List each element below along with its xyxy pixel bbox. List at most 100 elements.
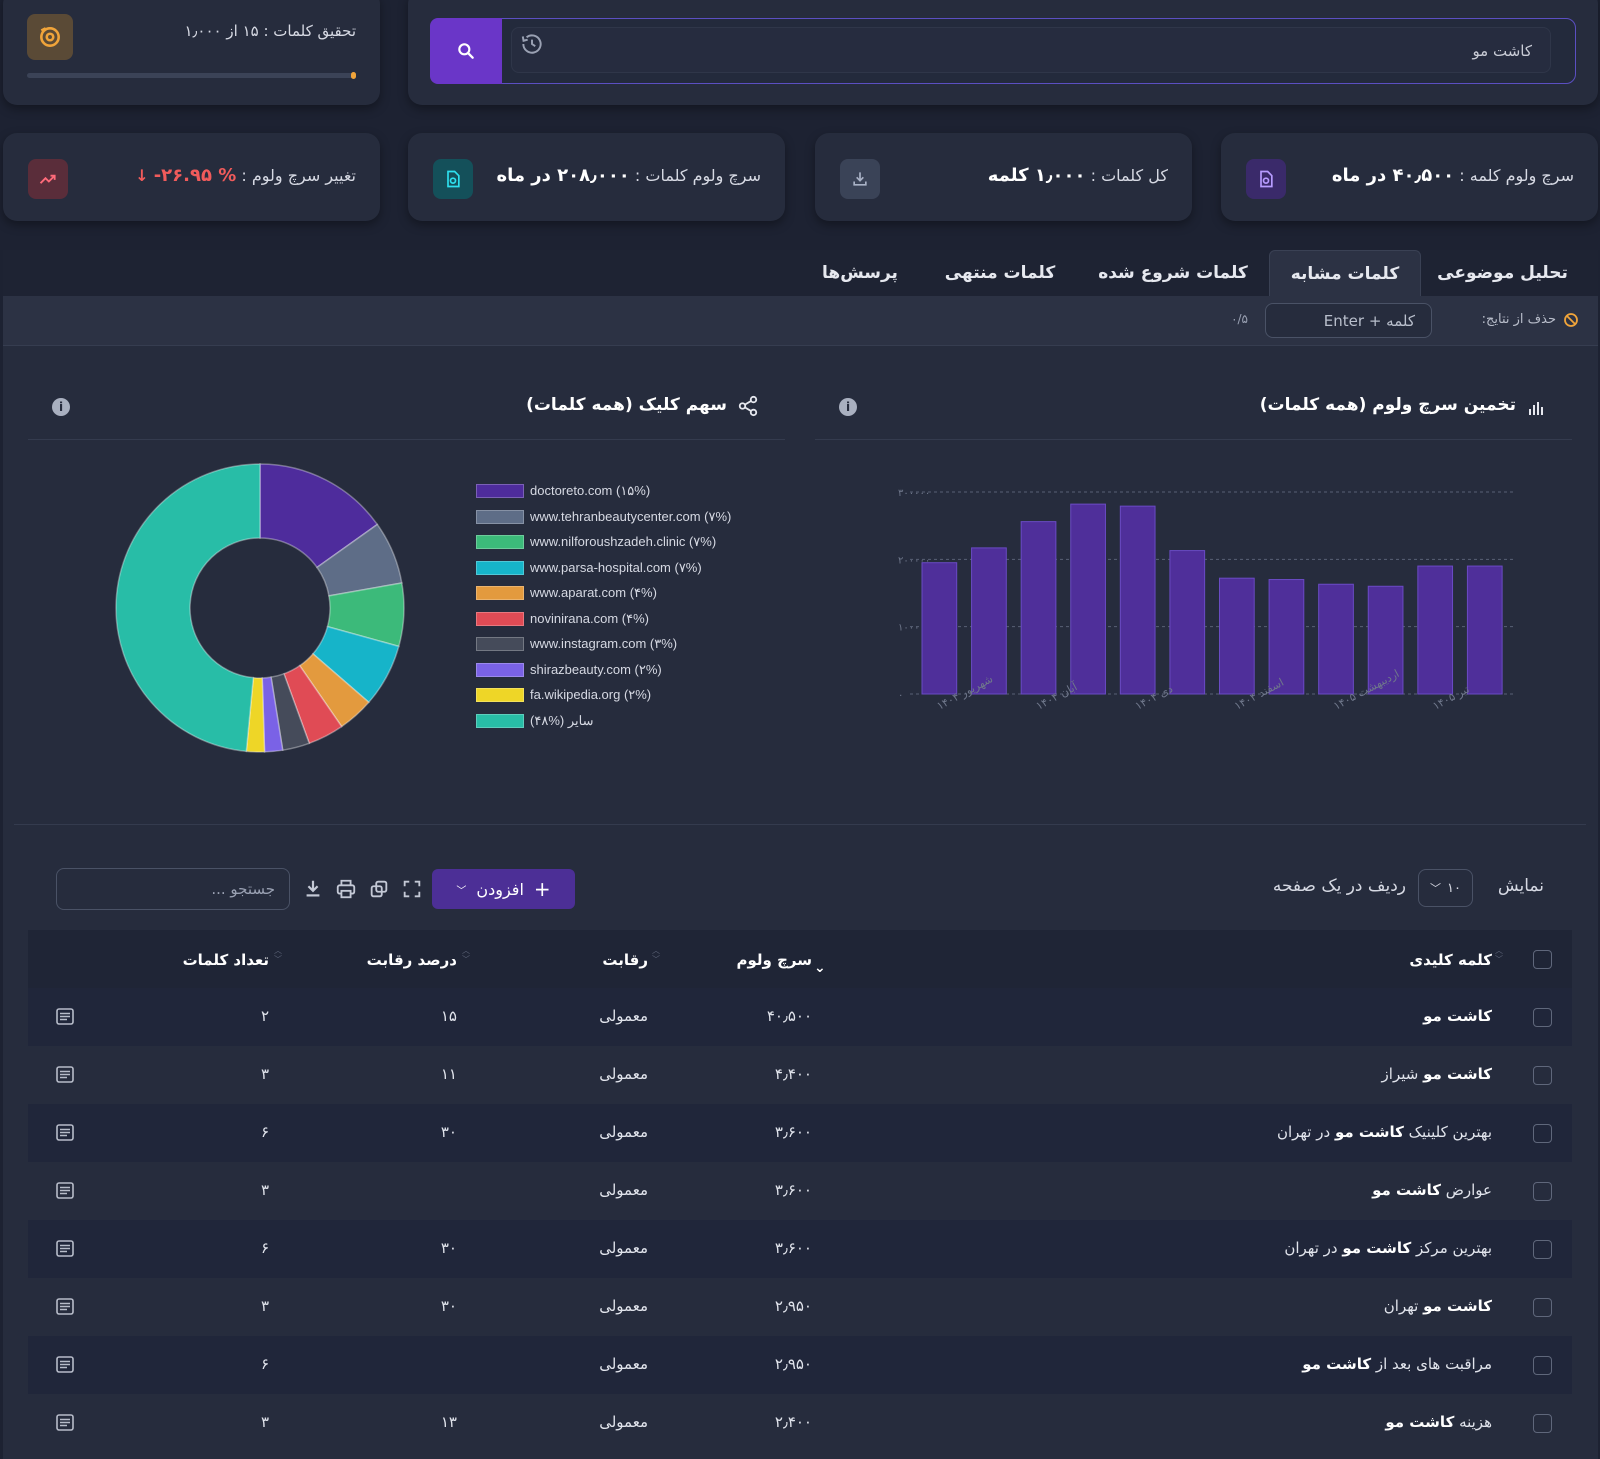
tab-topic-analysis[interactable]: تحلیل موضوعی xyxy=(1437,263,1568,283)
export-download-icon[interactable] xyxy=(302,878,324,900)
row-checkbox[interactable] xyxy=(1533,1240,1552,1259)
pie-slice xyxy=(261,676,284,753)
bar-mark xyxy=(1070,503,1106,695)
details-icon[interactable] xyxy=(56,1356,74,1373)
table-row[interactable]: مراقبت های بعد از کاشت مو ۲٫۹۵۰ معمولی ۶ xyxy=(28,1336,1572,1394)
bar-y-tick-label: ۱۰۰۰۰۰ xyxy=(898,623,930,634)
legend-item[interactable]: www.parsa-hospital.com (۷%) xyxy=(476,558,702,578)
sort-word-count-icon[interactable]: ︿ ﹀ xyxy=(274,946,282,964)
details-icon[interactable] xyxy=(56,1066,74,1083)
filter-input[interactable]: کلمه + Enter xyxy=(1265,303,1432,338)
volume-cell: ۴٫۴۰۰ xyxy=(774,1065,812,1083)
competition-percent-cell: ۳۰ xyxy=(440,1297,457,1315)
tab-starting-words[interactable]: کلمات شروع شده xyxy=(1098,263,1248,283)
details-icon[interactable] xyxy=(56,1414,74,1431)
sort-volume-active-icon[interactable]: ⌄ xyxy=(814,960,826,976)
table-row[interactable]: کاشت مو ۴۰٫۵۰۰ معمولی ۱۵ ۲ xyxy=(28,988,1572,1046)
legend-label: www.tehranbeautycenter.com (۷%) xyxy=(530,508,732,524)
legend-item[interactable]: shirazbeauty.com (۲%) xyxy=(476,660,662,680)
fullscreen-icon[interactable] xyxy=(401,878,423,900)
copy-icon[interactable] xyxy=(368,878,390,900)
bar-chart-header: تخمین سرچ ولوم (همه کلمات) i xyxy=(815,390,1572,440)
bar-mark xyxy=(1169,550,1206,695)
search-button[interactable] xyxy=(430,18,502,84)
legend-item[interactable]: doctoreto.com (۱۵%) xyxy=(476,481,650,501)
stat-card-total-words: کل کلمات : ۱٫۰۰۰ کلمه xyxy=(815,133,1192,221)
filter-count: ۰/۵ xyxy=(1231,312,1248,326)
legend-label: www.parsa-hospital.com (۷%) xyxy=(530,559,702,575)
select-all-checkbox[interactable] xyxy=(1533,950,1552,969)
filter-label: حذف از نتایج: xyxy=(1481,312,1556,327)
row-checkbox[interactable] xyxy=(1533,1066,1552,1085)
word-count-cell: ۳ xyxy=(260,1297,269,1315)
sort-keyword-icon[interactable]: ︿ ﹀ xyxy=(1495,946,1503,964)
word-count-cell: ۶ xyxy=(260,1239,269,1257)
table-row[interactable]: هزینه کاشت مو ۲٫۴۰۰ معمولی ۱۳ ۳ xyxy=(28,1394,1572,1452)
legend-item[interactable]: www.aparat.com (۴%) xyxy=(476,583,657,603)
row-checkbox[interactable] xyxy=(1533,1298,1552,1317)
legend-label: سایر (%۴۸) xyxy=(530,712,594,728)
words-volume-label: سرچ ولوم کلمات : xyxy=(634,166,761,185)
sort-competition-percent-icon[interactable]: ︿ ﹀ xyxy=(462,946,470,964)
legend-item[interactable]: novinirana.com (۴%) xyxy=(476,609,649,629)
rows-per-page-label: ردیف در یک صفحه xyxy=(1272,876,1406,896)
legend-item[interactable]: www.instagram.com (۳%) xyxy=(476,634,677,654)
pie-slice xyxy=(282,664,343,745)
legend-item[interactable]: سایر (%۴۸) xyxy=(476,711,593,731)
row-checkbox[interactable] xyxy=(1533,1414,1552,1433)
details-icon[interactable] xyxy=(56,1240,74,1257)
details-icon[interactable] xyxy=(56,1182,74,1199)
filter-bar: حذف از نتایج: کلمه + Enter ۰/۵ xyxy=(3,296,1598,346)
search-history-icon[interactable] xyxy=(519,31,545,57)
legend-item[interactable]: fa.wikipedia.org (۲%) xyxy=(476,685,651,705)
bar-mark xyxy=(1020,521,1057,695)
table-row[interactable]: عوارض کاشت مو ۳٫۶۰۰ معمولی ۳ xyxy=(28,1162,1572,1220)
search-input[interactable]: کاشت مو xyxy=(511,27,1551,73)
header-competition[interactable]: رقابت xyxy=(602,951,648,969)
header-keyword[interactable]: کلمه کلیدی xyxy=(1409,951,1492,969)
research-icon xyxy=(27,14,73,60)
sort-competition-icon[interactable]: ︿ ﹀ xyxy=(652,946,660,964)
research-progress-fill xyxy=(351,72,356,79)
print-icon[interactable] xyxy=(335,878,357,900)
bar-y-tick-label: ۳۰۰۰۰۰ xyxy=(898,488,930,499)
header-volume[interactable]: سرچ ولوم xyxy=(736,951,812,969)
tab-ending-words[interactable]: کلمات منتهی xyxy=(944,263,1056,283)
row-checkbox[interactable] xyxy=(1533,1008,1552,1027)
table-search-input[interactable]: جستجو ... xyxy=(56,868,290,910)
bar-mark xyxy=(1268,579,1305,695)
table-row[interactable]: کاشت مو شیراز ۴٫۴۰۰ معمولی ۱۱ ۳ xyxy=(28,1046,1572,1104)
bar-chart-info-icon[interactable]: i xyxy=(839,398,857,416)
download-icon xyxy=(840,159,880,199)
pie-chart-info-icon[interactable]: i xyxy=(52,398,70,416)
row-checkbox[interactable] xyxy=(1533,1124,1552,1143)
page-size-select[interactable]: ۱۰ ﹀ xyxy=(1418,869,1473,907)
tab-similar-words[interactable]: کلمات مشابه xyxy=(1269,250,1421,296)
tab-questions[interactable]: پرسش‌ها xyxy=(822,263,898,283)
keyword-highlight: کاشت مو xyxy=(1342,1239,1412,1257)
legend-item[interactable]: www.nilforoushzadeh.clinic (۷%) xyxy=(476,532,716,552)
header-competition-percent[interactable]: درصد رقابت xyxy=(366,951,457,969)
keyword-prefix: هزینه xyxy=(1454,1413,1492,1431)
legend-label: doctoreto.com (۱۵%) xyxy=(530,483,651,498)
legend-item[interactable]: www.tehranbeautycenter.com (۷%) xyxy=(476,507,731,527)
table-row[interactable]: کاشت مو تهران ۲٫۹۵۰ معمولی ۳۰ ۳ xyxy=(28,1278,1572,1336)
share-icon xyxy=(737,395,759,421)
add-button[interactable]: + افزودن ﹀ xyxy=(432,869,575,909)
word-count-cell: ۶ xyxy=(260,1123,269,1141)
details-icon[interactable] xyxy=(56,1008,74,1025)
table-row[interactable]: بهترین مرکز کاشت مو در تهران ۳٫۶۰۰ معمولی ۳… xyxy=(28,1220,1572,1278)
table-header xyxy=(28,930,1572,988)
row-checkbox[interactable] xyxy=(1533,1182,1552,1201)
table-row[interactable]: بهترین کلینیک کاشت مو در تهران ۳٫۶۰۰ معمول… xyxy=(28,1104,1572,1162)
volume-cell: ۳٫۶۰۰ xyxy=(774,1181,812,1199)
competition-percent-cell: ۱۳ xyxy=(440,1413,457,1431)
legend-swatch xyxy=(476,662,524,677)
trend-up-icon xyxy=(28,159,68,199)
arrow-down-icon: ↓ xyxy=(135,166,149,185)
details-icon[interactable] xyxy=(56,1298,74,1315)
pie-slice xyxy=(245,676,266,753)
header-word-count[interactable]: تعداد کلمات xyxy=(182,951,269,969)
details-icon[interactable] xyxy=(56,1124,74,1141)
row-checkbox[interactable] xyxy=(1533,1356,1552,1375)
